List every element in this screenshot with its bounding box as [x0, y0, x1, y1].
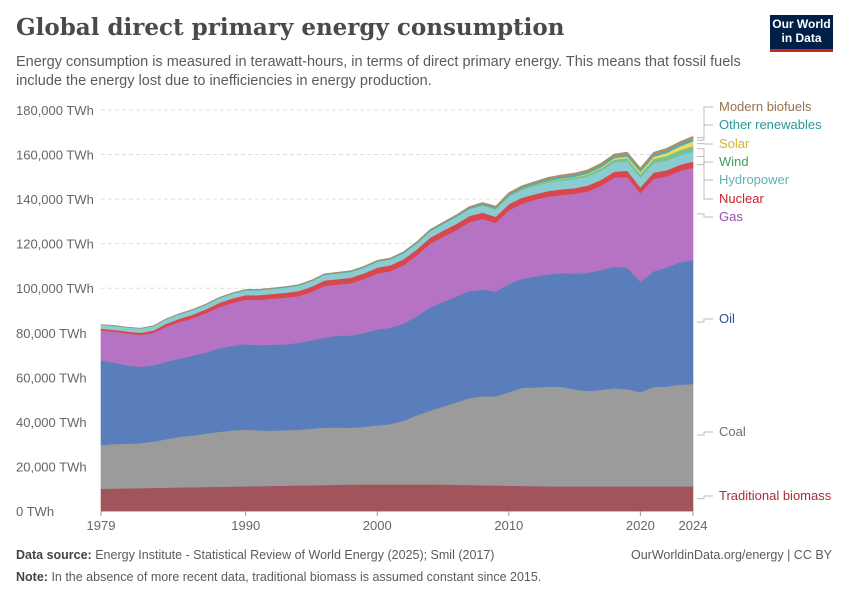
y-tick-label: 80,000 TWh [16, 326, 87, 341]
x-tick-label: 1990 [231, 518, 260, 533]
legend-label: Solar [719, 136, 750, 151]
y-tick-label: 0 TWh [16, 504, 54, 519]
y-tick-label: 40,000 TWh [16, 415, 87, 430]
y-tick-label: 120,000 TWh [16, 237, 94, 252]
legend-label: Other renewables [719, 117, 822, 132]
y-tick-label: 140,000 TWh [16, 192, 94, 207]
legend-connector [697, 148, 713, 163]
source-text[interactable]: Energy Institute - Statistical Review of… [95, 548, 495, 562]
owid-link[interactable]: OurWorldinData.org/energy | CC BY [630, 548, 832, 562]
x-tick-label: 1979 [87, 518, 116, 533]
y-tick-label: 100,000 TWh [16, 281, 94, 296]
source-label: Data source: [16, 548, 92, 562]
legend-connector [697, 106, 713, 139]
chart-title: Global direct primary energy consumption [16, 14, 565, 41]
legend-connector [697, 495, 713, 500]
x-tick-label: 2000 [363, 518, 392, 533]
stacked-area-chart: 0 TWh 20,000 TWh 40,000 TWh 60,000 TWh 80,00… [16, 99, 832, 533]
x-tick-label: 2020 [626, 518, 655, 533]
legend-label: Modern biofuels [719, 99, 812, 114]
legend-connector [697, 431, 713, 436]
y-tick-label: 20,000 TWh [16, 459, 87, 474]
legend-label: Traditional biomass [719, 488, 832, 503]
note-label: Note: [16, 570, 48, 584]
x-tick-label: 2010 [494, 518, 523, 533]
legend-label: Gas [719, 209, 743, 224]
data-source: Data source: Energy Institute - Statisti… [16, 548, 494, 562]
logo-text: Our World in Data [772, 17, 831, 45]
chart-subtitle: Energy consumption is measured in terawa… [16, 54, 741, 89]
legend-label: Hydropower [719, 172, 790, 187]
y-tick-label: 180,000 TWh [16, 103, 94, 118]
area-traditional-biomass [100, 483, 694, 512]
area-modern-biofuels [100, 135, 694, 329]
legend-connector [697, 156, 713, 181]
y-tick-label: 60,000 TWh [16, 370, 87, 385]
legend-label: Nuclear [719, 191, 764, 206]
chart-note: Note: In the absence of more recent data… [16, 570, 541, 584]
y-tick-label: 160,000 TWh [16, 148, 94, 163]
owid-logo[interactable]: Our World in Data [770, 15, 833, 52]
legend-connector [697, 318, 713, 323]
legend-label: Oil [719, 311, 735, 326]
legend-label: Coal [719, 424, 746, 439]
note-text: In the absence of more recent data, trad… [51, 570, 542, 584]
legend-connector [697, 164, 713, 200]
legend-label: Wind [719, 154, 749, 169]
x-tick-label: 2024 [679, 518, 708, 533]
legend-connector [697, 213, 713, 218]
